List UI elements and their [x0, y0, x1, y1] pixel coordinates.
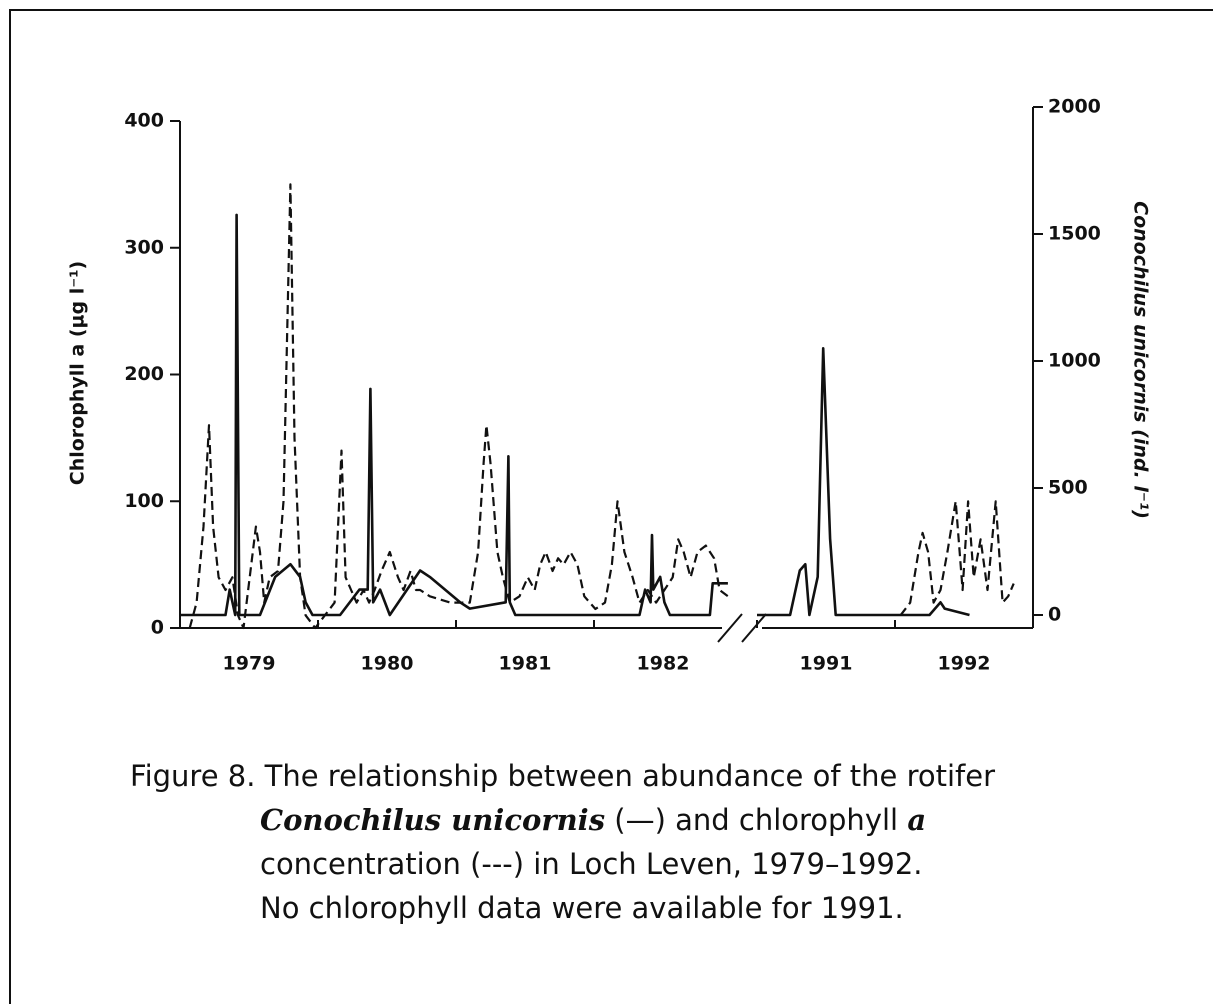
axis-break: [717, 613, 743, 643]
x-tick-label: 1992: [938, 653, 991, 675]
caption-text: concentration (---) in Loch Leven, 1979–…: [260, 847, 923, 881]
y2-axis-label: Conochilus unicornis (ind. l⁻¹): [1130, 201, 1152, 519]
y-axis-label: Chlorophyll a (µg l⁻¹): [67, 261, 89, 485]
y2-tick-label: 0: [1048, 604, 1061, 626]
y-tick-label: 400: [124, 110, 164, 132]
caption-line: Figure 8. The relationship between abund…: [130, 759, 995, 793]
caption-line: concentration (---) in Loch Leven, 1979–…: [260, 847, 923, 881]
data-line: [180, 213, 970, 617]
y2-tick-label: 1500: [1048, 223, 1101, 245]
caption-text: Figure 8. The relationship between abund…: [130, 759, 995, 793]
y2-tick-label: 1000: [1048, 350, 1101, 372]
caption-text: a: [907, 803, 926, 837]
caption-line: No chlorophyll data were available for 1…: [260, 891, 904, 925]
y-tick-label: 0: [151, 617, 164, 639]
x-tick-label: 1981: [499, 653, 552, 675]
y2-tick-label: 2000: [1048, 96, 1101, 118]
caption-text: (—) and chlorophyll: [605, 803, 907, 837]
data-line: [188, 183, 1015, 630]
x-tick-label: 1979: [223, 653, 276, 675]
y-tick-label: 100: [124, 490, 164, 512]
x-tick-label: 1982: [637, 653, 690, 675]
caption-text: No chlorophyll data were available for 1…: [260, 891, 904, 925]
caption-line: Conochilus unicornis (—) and chlorophyll…: [260, 803, 926, 837]
x-tick-label: 1980: [361, 653, 414, 675]
x-tick-label: 1991: [800, 653, 853, 675]
axis-break: [741, 613, 767, 643]
y-tick-label: 200: [124, 363, 164, 385]
y2-tick-label: 500: [1048, 477, 1088, 499]
y-tick-label: 300: [124, 236, 164, 258]
frame: [9, 9, 1213, 1004]
caption-text: Conochilus unicornis: [260, 803, 605, 837]
